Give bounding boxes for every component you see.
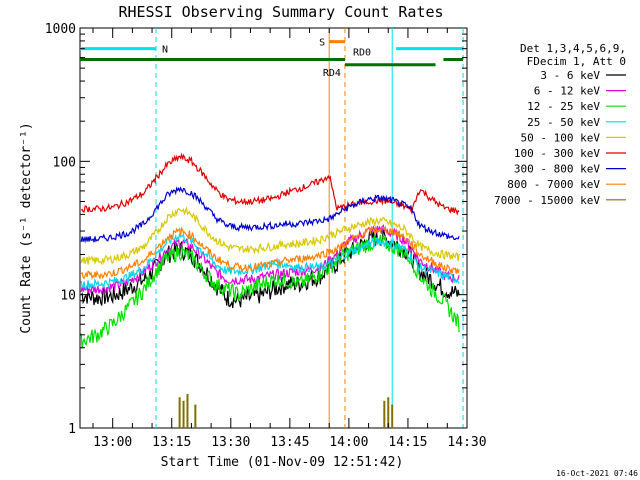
state-label-rd4: RD4 bbox=[323, 68, 341, 79]
legend-label: 3 - 6 keV bbox=[540, 69, 600, 82]
legend-label: 800 - 7000 keV bbox=[507, 178, 600, 191]
x-tick-label: 14:30 bbox=[447, 435, 486, 450]
legend-label: 300 - 800 keV bbox=[514, 163, 600, 176]
x-axis-label: Start Time (01-Nov-09 12:51:42) bbox=[161, 455, 404, 470]
state-label-rd0: RD0 bbox=[353, 48, 371, 59]
y-tick-label: 1 bbox=[68, 422, 76, 437]
x-tick-label: 13:15 bbox=[152, 435, 191, 450]
legend-label: 6 - 12 keV bbox=[534, 85, 601, 98]
chart-title: RHESSI Observing Summary Count Rates bbox=[118, 3, 443, 21]
series-line-7 bbox=[80, 225, 460, 280]
x-tick-label: 13:30 bbox=[211, 435, 250, 450]
legend-label: 25 - 50 keV bbox=[527, 116, 600, 129]
legend-header: FDecim 1, Att 0 bbox=[527, 55, 626, 68]
legend-label: 50 - 100 keV bbox=[521, 131, 601, 144]
legend-header: Det 1,3,4,5,6,9, bbox=[520, 42, 626, 55]
legend-label: 100 - 300 keV bbox=[514, 147, 600, 160]
x-tick-label: 13:00 bbox=[93, 435, 132, 450]
x-tick-label: 13:45 bbox=[270, 435, 309, 450]
y-axis-label: Count Rate (s⁻¹ detector⁻¹) bbox=[19, 122, 34, 333]
y-tick-label: 1000 bbox=[45, 22, 76, 37]
y-tick-label: 100 bbox=[53, 155, 76, 170]
x-tick-label: 14:15 bbox=[388, 435, 427, 450]
state-label-s: S bbox=[319, 38, 325, 49]
y-tick-label: 10 bbox=[60, 289, 76, 304]
state-label-n: N bbox=[162, 45, 168, 56]
series-line-5 bbox=[80, 152, 460, 216]
series-line-4 bbox=[80, 206, 460, 266]
series-line-3 bbox=[80, 232, 460, 290]
x-tick-label: 14:00 bbox=[329, 435, 368, 450]
legend-label: 7000 - 15000 keV bbox=[494, 194, 600, 207]
plot-frame bbox=[79, 27, 468, 429]
timestamp: 16-Oct-2021 07:46 bbox=[556, 469, 638, 478]
series-line-2 bbox=[80, 234, 460, 349]
series-line-6 bbox=[80, 186, 460, 244]
legend-label: 12 - 25 keV bbox=[527, 100, 600, 113]
